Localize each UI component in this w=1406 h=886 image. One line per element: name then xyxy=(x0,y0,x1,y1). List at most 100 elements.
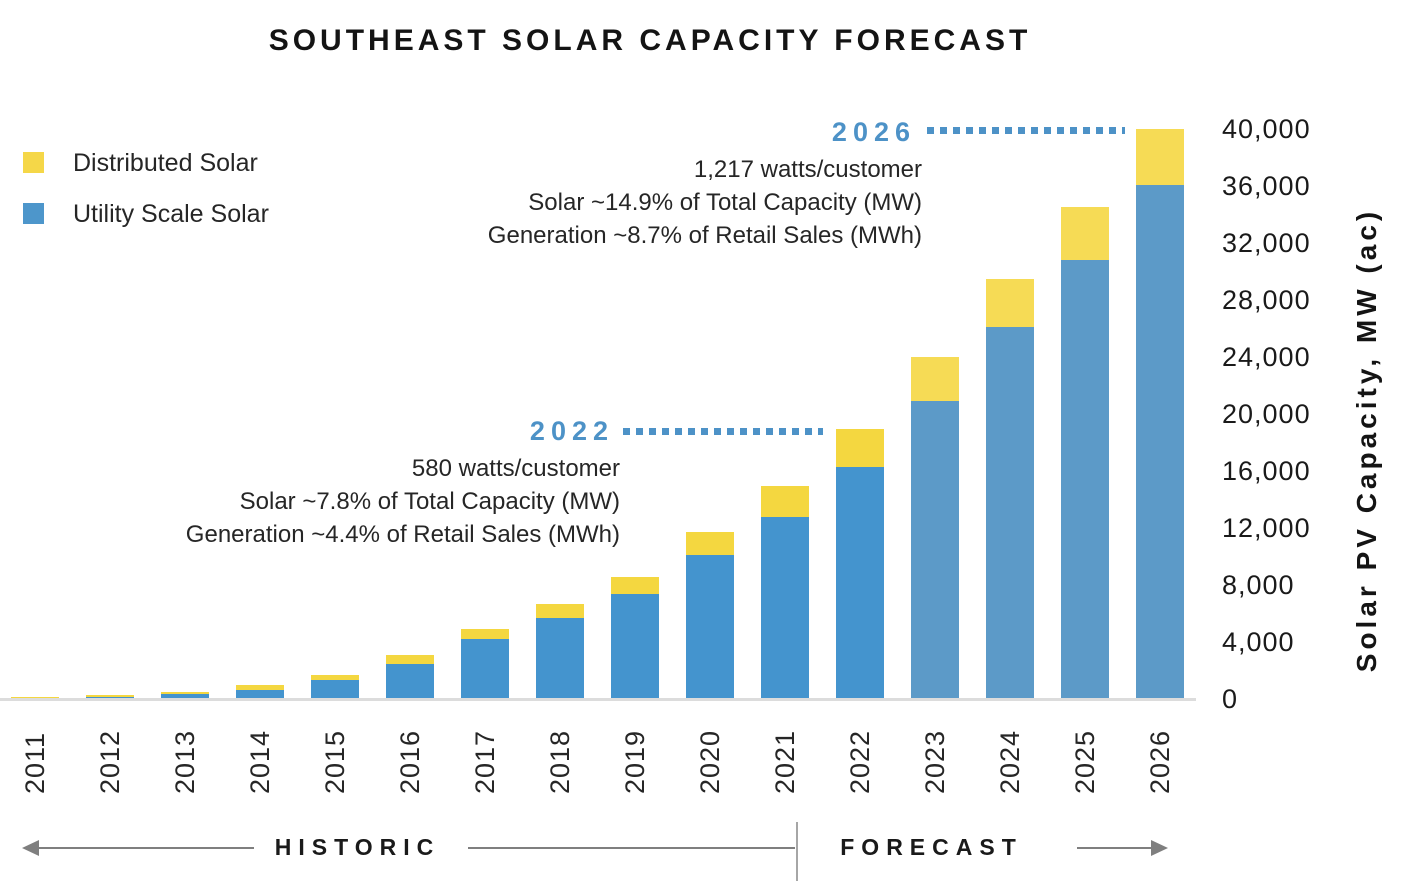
bar-2018 xyxy=(536,604,584,699)
y-tick-label: 12,000 xyxy=(1222,513,1311,543)
bar-2023 xyxy=(911,357,959,699)
annotation-2022-year-label: 2022 xyxy=(529,416,614,446)
x-tick-label-2024: 2024 xyxy=(995,706,1025,794)
bar-segment-distributed xyxy=(761,486,809,517)
bar-segment-utility xyxy=(236,690,284,699)
bar-segment-utility xyxy=(761,517,809,699)
y-tick-label: 20,000 xyxy=(1222,399,1311,429)
annotation-line: Solar ~14.9% of Total Capacity (MW) xyxy=(528,189,922,216)
x-tick-label-text: 2025 xyxy=(1070,729,1100,794)
bar-2019 xyxy=(611,577,659,699)
bar-segment-utility xyxy=(461,639,509,699)
bar-2015 xyxy=(311,675,359,699)
bar-segment-distributed xyxy=(686,532,734,555)
x-tick-label-text: 2017 xyxy=(470,729,500,794)
forecast-label: FORECAST xyxy=(840,834,1023,860)
distributed-solar-swatch-icon xyxy=(23,152,44,173)
annotation-2022-dotted-line-icon xyxy=(623,428,823,435)
bar-segment-distributed xyxy=(386,655,434,664)
historic-arrow-left-icon xyxy=(22,840,39,856)
annotation-2026-year-label: 2026 xyxy=(831,117,916,147)
x-tick-label-text: 2019 xyxy=(620,729,650,794)
bar-segment-utility xyxy=(161,694,209,699)
bar-segment-distributed xyxy=(1136,129,1184,185)
utility-scale-solar-swatch-icon xyxy=(23,203,44,224)
annotation-2022-text: 580 watts/customer Solar ~7.8% of Total … xyxy=(186,452,620,551)
bar-segment-utility xyxy=(536,618,584,699)
y-tick-label: 4,000 xyxy=(1222,627,1295,657)
annotation-line: 580 watts/customer xyxy=(411,455,620,482)
x-tick-label-text: 2015 xyxy=(320,729,350,794)
x-tick-label-text: 2012 xyxy=(95,729,125,794)
bar-segment-distributed xyxy=(236,685,284,690)
bar-2022 xyxy=(836,429,884,699)
x-tick-label-text: 2011 xyxy=(20,731,50,794)
y-tick-label: 28,000 xyxy=(1222,285,1311,315)
x-tick-label-2011: 2011 xyxy=(20,706,50,794)
y-tick-label: 16,000 xyxy=(1222,456,1311,486)
bar-segment-distributed xyxy=(311,675,359,680)
annotation-line: Generation ~4.4% of Retail Sales (MWh) xyxy=(185,521,620,548)
x-tick-label-2020: 2020 xyxy=(695,706,725,794)
x-tick-label-text: 2023 xyxy=(920,729,950,794)
bar-2026 xyxy=(1136,129,1184,699)
legend-label-utility: Utility Scale Solar xyxy=(73,200,269,228)
bar-segment-utility xyxy=(311,680,359,699)
bar-segment-utility xyxy=(911,401,959,699)
bar-2014 xyxy=(236,685,284,699)
x-tick-label-2017: 2017 xyxy=(470,706,500,794)
x-tick-label-2026: 2026 xyxy=(1145,706,1175,794)
timeline-line xyxy=(468,847,795,849)
bar-2016 xyxy=(386,655,434,699)
bar-segment-distributed xyxy=(536,604,584,618)
bar-segment-distributed xyxy=(86,695,134,697)
bar-segment-utility xyxy=(386,664,434,699)
annotation-2026-dotted-line-icon xyxy=(927,127,1125,134)
x-tick-label-2021: 2021 xyxy=(770,706,800,794)
bar-segment-distributed xyxy=(911,357,959,401)
x-tick-label-2022: 2022 xyxy=(845,706,875,794)
y-axis-title-wrap: Solar PV Capacity, MW (ac) xyxy=(1348,130,1386,750)
bar-segment-distributed xyxy=(611,577,659,594)
annotation-line: Generation ~8.7% of Retail Sales (MWh) xyxy=(487,222,922,249)
x-tick-label-text: 2024 xyxy=(995,729,1025,794)
x-tick-label-2025: 2025 xyxy=(1070,706,1100,794)
timeline-divider xyxy=(796,822,798,881)
timeline-line xyxy=(1077,847,1153,849)
bar-segment-utility xyxy=(836,467,884,699)
x-tick-label-text: 2026 xyxy=(1145,729,1175,794)
annotation-line: Solar ~7.8% of Total Capacity (MW) xyxy=(239,488,620,515)
historic-label: HISTORIC xyxy=(274,834,441,860)
x-tick-label-2019: 2019 xyxy=(620,706,650,794)
y-tick-label: 24,000 xyxy=(1222,342,1311,372)
x-tick-label-text: 2020 xyxy=(695,729,725,794)
bar-2013 xyxy=(161,692,209,699)
bar-2017 xyxy=(461,629,509,699)
x-tick-label-2023: 2023 xyxy=(920,706,950,794)
annotation-line: 1,217 watts/customer xyxy=(693,156,922,183)
x-tick-label-text: 2014 xyxy=(245,729,275,794)
x-tick-label-2015: 2015 xyxy=(320,706,350,794)
bar-segment-distributed xyxy=(461,629,509,639)
y-tick-label: 40,000 xyxy=(1222,114,1311,144)
forecast-arrow-right-icon xyxy=(1151,840,1168,856)
bar-segment-utility xyxy=(986,327,1034,699)
chart-title: SOUTHEAST SOLAR CAPACITY FORECAST xyxy=(268,24,1032,57)
y-tick-label: 8,000 xyxy=(1222,570,1295,600)
bar-2021 xyxy=(761,486,809,699)
x-tick-label-text: 2022 xyxy=(845,729,875,794)
x-tick-label-2016: 2016 xyxy=(395,706,425,794)
legend-label-distributed: Distributed Solar xyxy=(73,149,258,177)
x-tick-label-2018: 2018 xyxy=(545,706,575,794)
y-tick-label: 0 xyxy=(1222,684,1239,714)
bar-segment-distributed xyxy=(11,697,59,698)
annotation-2026-text: 1,217 watts/customer Solar ~14.9% of Tot… xyxy=(488,153,922,252)
x-tick-label-text: 2013 xyxy=(170,729,200,794)
bar-2020 xyxy=(686,532,734,699)
y-axis-title: Solar PV Capacity, MW (ac) xyxy=(1351,207,1382,673)
y-tick-label: 32,000 xyxy=(1222,228,1311,258)
x-tick-label-2012: 2012 xyxy=(95,706,125,794)
bar-segment-distributed xyxy=(836,429,884,467)
x-tick-label-2014: 2014 xyxy=(245,706,275,794)
